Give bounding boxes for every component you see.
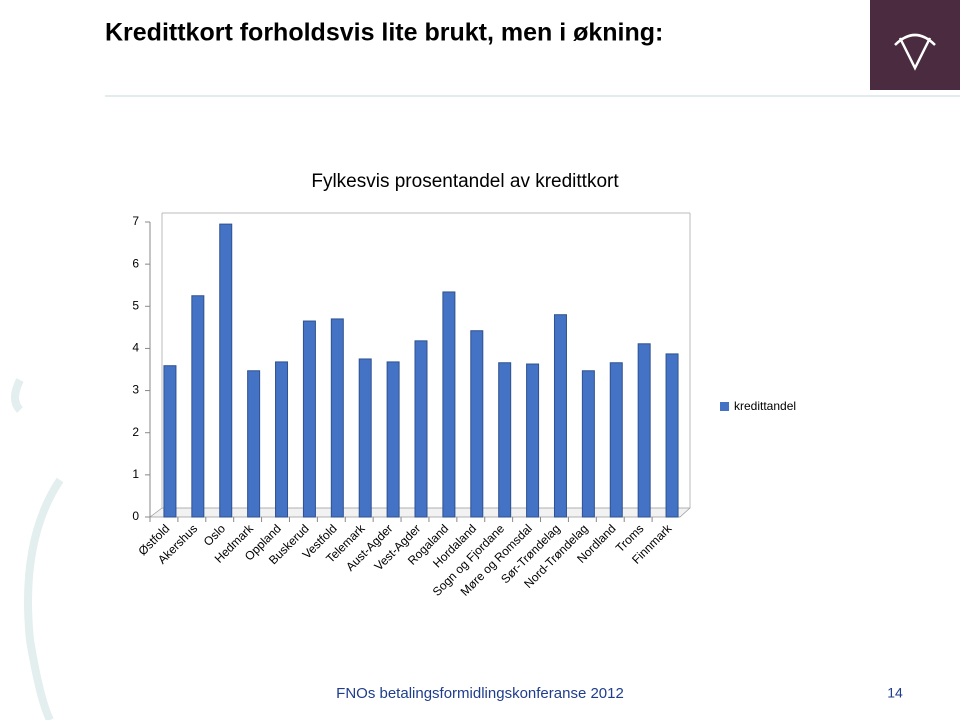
bar (163, 365, 177, 518)
y-tick-label: 0 (132, 509, 139, 523)
y-tick-label: 2 (132, 425, 139, 439)
legend-key (720, 402, 729, 411)
bar (302, 320, 316, 518)
legend-label: kredittandel (734, 399, 796, 413)
bar (442, 291, 456, 518)
bar (581, 370, 595, 518)
y-tick-label: 6 (132, 256, 139, 270)
bar (526, 363, 540, 518)
bar (637, 343, 651, 518)
bar (553, 314, 567, 518)
bar (219, 223, 233, 518)
bar (358, 358, 372, 518)
bar (665, 353, 679, 518)
logo-box (870, 0, 960, 90)
y-tick-label: 5 (132, 298, 139, 312)
bar (275, 361, 289, 518)
y-tick-label: 3 (132, 383, 139, 397)
page-number: 14 (887, 685, 903, 701)
bar (609, 362, 623, 518)
decoration (11, 378, 64, 720)
bar (330, 318, 344, 518)
y-tick-label: 7 (132, 214, 139, 228)
slide-title: Kredittkort forholdsvis lite brukt, men … (105, 19, 663, 47)
logo (894, 33, 936, 71)
bar (498, 362, 512, 518)
bar (191, 295, 205, 518)
y-tick-label: 4 (132, 341, 139, 355)
y-tick-label: 1 (132, 467, 139, 481)
bar (470, 330, 484, 518)
bar (386, 361, 400, 518)
chart-title: Fylkesvis prosentandel av kredittkort (311, 171, 619, 192)
bar (247, 370, 261, 518)
footer: FNOs betalingsformidlingskonferanse 2012 (336, 685, 624, 702)
bar (414, 340, 428, 518)
